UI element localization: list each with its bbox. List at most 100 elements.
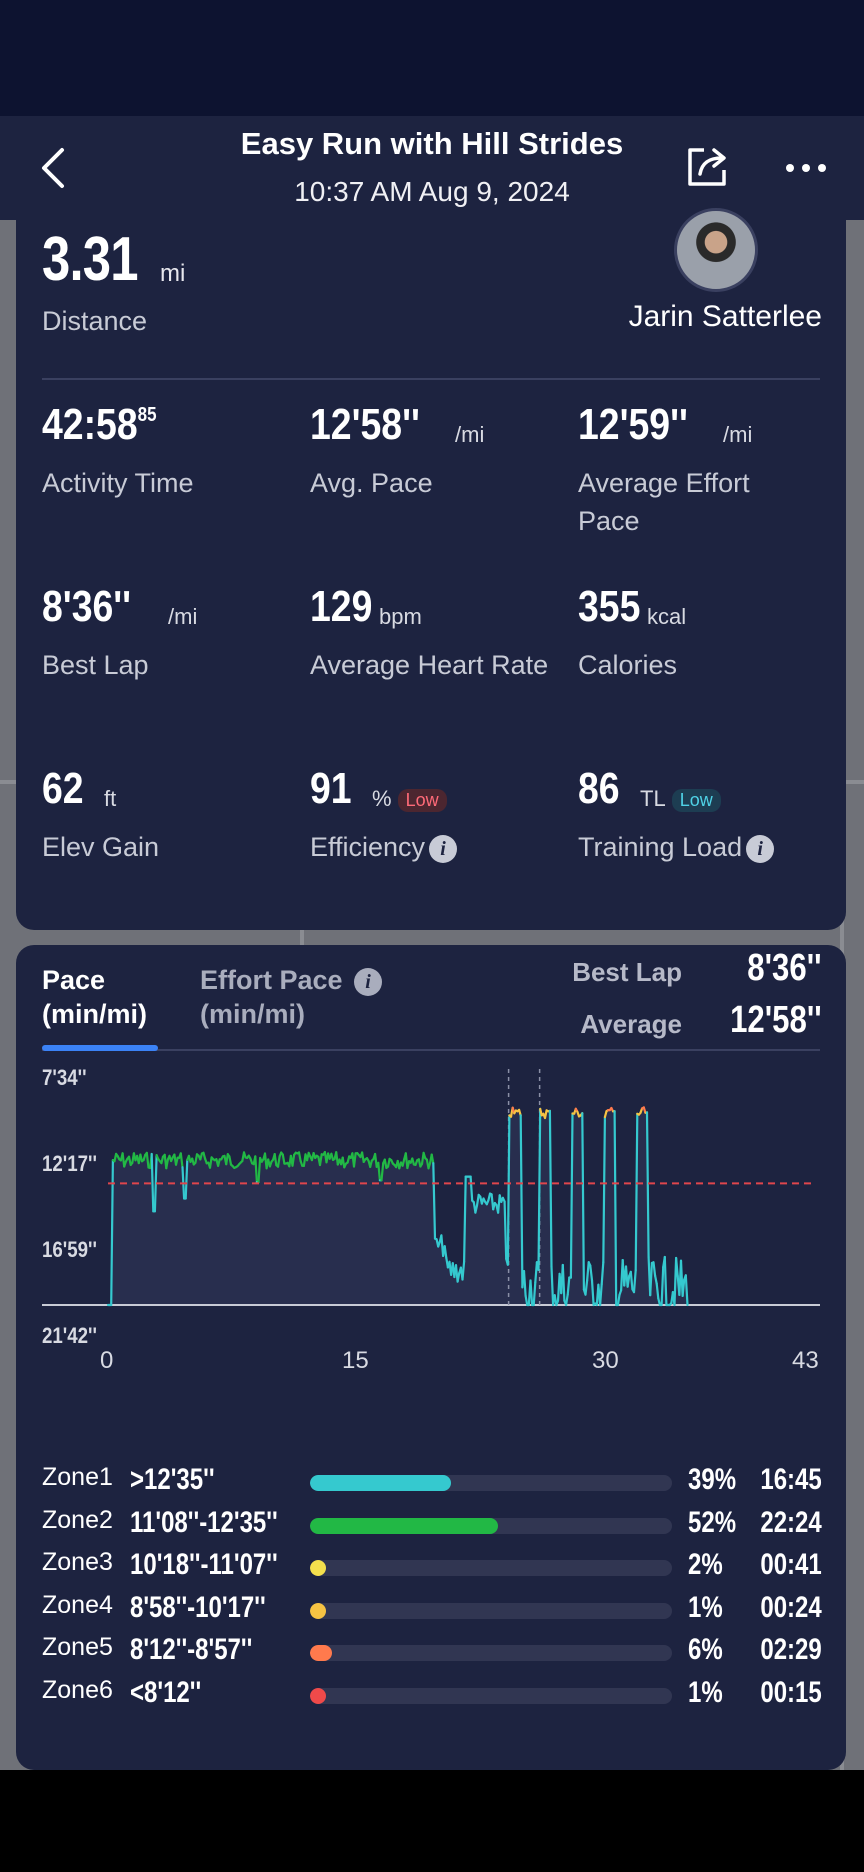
pace-card: Pace (min/mi) Effort Pace i (min/mi) Bes… [16,945,846,1770]
stat-label: Average Heart Rate [310,650,549,680]
average-value: 12'58'' [730,999,822,1041]
pace-line-segment [443,1245,448,1259]
stat-unit: TL Low [640,786,721,812]
pace-line-segment [318,1153,323,1167]
distance-value: 3.31 [42,225,138,294]
pace-line-segment [584,1279,589,1296]
pace-line-segment [649,1261,654,1297]
tab-effort-label: Effort Pace i [200,963,383,997]
stat-unit: bpm [379,604,422,629]
activity-summary-card: 3.31 mi Distance Jarin Satterlee 42:5885… [16,208,846,930]
zone-bar-fill [310,1687,326,1704]
stat-value: 86 [578,764,620,813]
y-tick-label: 7'34'' [42,1065,87,1090]
stat-label: Avg. Pace [310,468,433,498]
zone-time: 00:41 [760,1548,822,1581]
zone-time: 00:15 [760,1675,822,1709]
zone-name: Zone3 [42,1548,113,1576]
avatar[interactable] [674,208,758,292]
stat-unit: kcal [647,604,687,629]
pace-line-segment [564,1293,569,1307]
zone-row: Zone4 8'58''-10'17'' 1% 00:24 [16,1591,846,1631]
pace-line-segment [194,1153,199,1164]
zone-bar-fill [310,1645,332,1661]
pace-line-segment [174,1156,179,1166]
pace-line-segment [503,1200,508,1260]
pace-line-segment [383,1158,388,1170]
pace-line-segment [566,1276,571,1296]
stat-value: 91 [310,764,352,813]
distance-label: Distance [42,306,148,336]
pace-line-segment [600,1261,605,1286]
stat-value: 355 [578,582,641,631]
more-options-button[interactable] [784,146,828,186]
zone-bar-fill [310,1475,452,1491]
pace-line-segment [645,1111,650,1259]
pace-line-segment [585,1261,590,1282]
zone-bar-track [310,1475,672,1491]
zone-range: 10'18''-11'07'' [130,1548,278,1581]
pace-line-segment [276,1155,281,1168]
share-icon [688,148,726,186]
zone-percent: 52% [688,1505,737,1539]
pace-line-segment [432,1162,437,1240]
stat-label: Average Effort Pace [578,468,750,536]
tab-pace-label: Pace [42,965,106,995]
zone-range: >12'35'' [130,1463,215,1496]
pace-line-segment [616,1293,621,1307]
pace-line-segment [653,1274,658,1285]
y-tick-label: 16'59'' [42,1237,97,1262]
pace-line-segment [655,1282,660,1300]
x-tick-label: 15 [342,1347,369,1374]
pace-line-segment [254,1155,258,1184]
stat-unit: % Low [372,786,447,812]
zone-bar-fill [310,1560,326,1576]
stat-value: 12'58'' [310,400,420,449]
pace-line-segment [569,1112,574,1279]
pace-line-segment [228,1155,233,1166]
tab-pace[interactable]: Pace (min/mi) [42,963,147,1031]
stat-label: Best Lap [42,650,149,680]
divider [42,378,820,380]
info-icon[interactable]: i [354,967,383,996]
pace-line-segment [273,1152,278,1167]
x-tick-label: 43 [792,1347,819,1374]
pace-line-segment [153,1154,158,1213]
activity-datetime: 10:37 AM Aug 9, 2024 [294,176,570,207]
zone-name: Zone5 [42,1633,113,1661]
pace-line-segment [281,1153,286,1165]
zone-bar-fill [310,1517,499,1534]
tab-effort-unit: (min/mi) [200,999,305,1029]
pace-line-segment [377,1161,381,1182]
zone-time: 16:45 [760,1463,822,1496]
info-icon[interactable]: i [429,834,458,863]
tab-active-indicator [42,1045,158,1051]
pace-line-segment [537,1107,542,1271]
zone-bar-track [310,1645,672,1661]
info-icon[interactable]: i [746,834,775,863]
pace-line-segment [469,1175,474,1202]
stat-label: Activity Time [42,468,194,498]
zone-range: 8'12''-8'57'' [130,1633,253,1666]
pace-line-segment [561,1263,566,1302]
average-label: Average [580,1009,682,1039]
tab-effort-pace[interactable]: Effort Pace i (min/mi) [200,963,383,1031]
pace-line-segment [179,1152,184,1169]
x-tick-label: 30 [592,1347,619,1374]
pace-line-segment [291,1153,296,1167]
pace-line-segment [602,1115,607,1264]
zone-time: 00:24 [760,1590,822,1624]
pace-chart[interactable]: 7'34'' 12'17'' 16'59'' 21'42'' 0 15 30 4… [16,1065,846,1395]
pace-line-segment [598,1283,603,1307]
pace-line-segment [461,1260,466,1281]
pace-line-segment [456,1272,461,1283]
stat-value: 42:5885 [42,400,157,449]
zone-row: Zone2 11'08''-12'35'' 52% 22:24 [16,1506,846,1546]
share-button[interactable] [682,142,732,192]
zone-percent: 1% [688,1675,723,1709]
activity-title: Easy Run with Hill Strides [240,126,624,161]
stat-label: Calories [578,650,678,680]
zone-bar-track [310,1687,672,1704]
pace-line-segment [150,1152,155,1213]
back-button[interactable] [34,142,74,194]
